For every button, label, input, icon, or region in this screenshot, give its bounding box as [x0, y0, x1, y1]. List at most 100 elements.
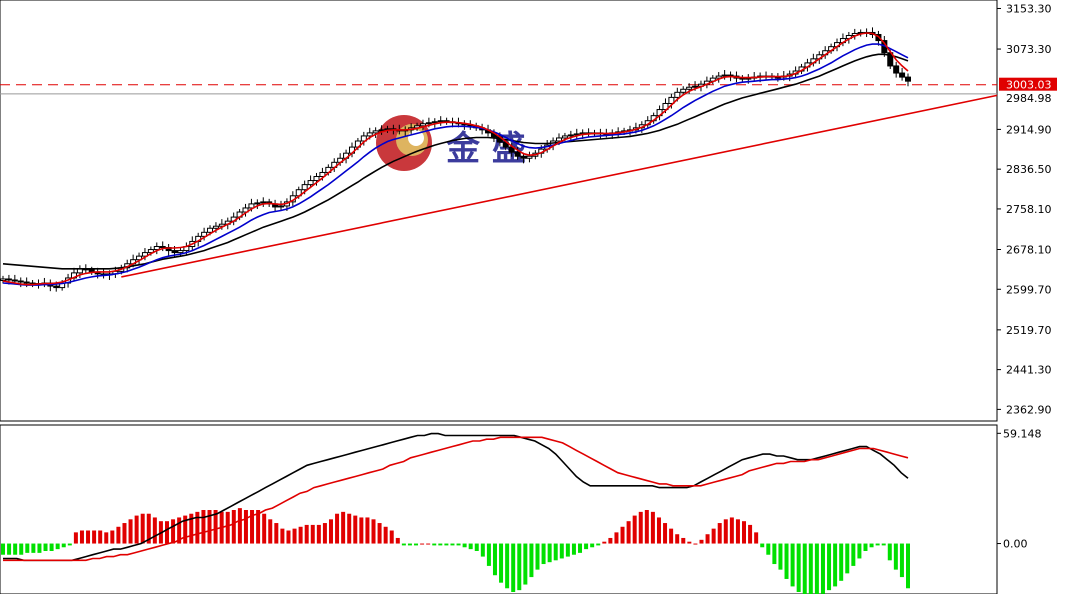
histogram-bar: [675, 534, 680, 544]
histogram-bar: [614, 532, 619, 544]
candle-body: [508, 146, 515, 153]
candle-body: [721, 74, 728, 77]
histogram-bar: [881, 543, 886, 546]
histogram-bar: [620, 526, 625, 544]
indicator-axis: 59.148 0.00: [997, 427, 1042, 551]
histogram-bar: [189, 513, 194, 544]
current-price-label: 3003.03: [1006, 79, 1052, 92]
indicator-layer: [1, 432, 910, 594]
histogram-bar: [237, 508, 242, 544]
histogram-bar: [547, 543, 552, 563]
histogram-bar: [213, 510, 218, 544]
histogram-bar: [899, 543, 904, 578]
candle-body: [573, 133, 580, 136]
histogram-bar: [590, 543, 595, 548]
candle-body: [171, 250, 178, 254]
macd-line: [3, 432, 909, 562]
histogram-bar: [462, 543, 467, 548]
candle-body: [567, 134, 574, 137]
histogram-bar: [61, 543, 66, 548]
price-tick-label: 2678.10: [1006, 244, 1052, 257]
histogram-bar: [1, 543, 5, 555]
histogram-bar: [201, 510, 206, 544]
histogram-bar: [420, 543, 425, 545]
candle-body: [301, 184, 308, 191]
histogram-bar: [13, 543, 18, 555]
histogram-bar: [280, 528, 285, 544]
candle-body: [141, 252, 148, 257]
histogram-bar: [231, 510, 236, 544]
histogram-bar: [262, 513, 267, 544]
candle-body: [5, 278, 12, 281]
histogram-bar: [37, 543, 42, 553]
histogram-bar: [705, 534, 710, 544]
histogram-bar: [92, 530, 97, 544]
histogram-bar: [341, 511, 346, 544]
histogram-bar: [128, 519, 133, 544]
histogram-bar: [140, 513, 145, 544]
candle-body: [372, 130, 379, 134]
candle-body: [893, 65, 900, 74]
candle-body: [561, 135, 568, 139]
histogram-bar: [365, 517, 370, 544]
price-tick-label: 2836.50: [1006, 163, 1052, 176]
histogram-bar: [86, 530, 91, 544]
histogram-bar: [523, 543, 528, 585]
histogram-bar: [735, 519, 740, 544]
histogram-bar: [729, 517, 734, 544]
histogram-bar: [535, 543, 540, 570]
ma-red-line: [2, 32, 909, 286]
histogram-bar: [164, 521, 169, 544]
histogram-bar: [505, 543, 510, 589]
histogram-bar: [875, 543, 880, 546]
histogram-bar: [335, 513, 340, 544]
histogram-bar: [839, 543, 844, 581]
candle-body: [905, 76, 911, 82]
histogram-bar: [517, 543, 522, 591]
histogram-bar: [511, 543, 516, 592]
candle-body: [248, 203, 255, 209]
candle-body: [556, 137, 563, 142]
histogram-bar: [742, 521, 747, 544]
histogram-bar: [152, 517, 157, 544]
candle-body: [437, 120, 444, 123]
candle-body: [419, 123, 426, 127]
candle-body: [686, 86, 693, 90]
histogram-bar: [353, 515, 358, 544]
candle-body: [526, 155, 533, 159]
candle-body: [425, 122, 432, 125]
histogram-bar: [444, 543, 449, 546]
histogram-bar: [529, 543, 534, 578]
histogram-bar: [134, 515, 139, 544]
price-tick-label: 3153.30: [1006, 2, 1052, 15]
signal-line: [3, 436, 909, 562]
price-panel-frame: [0, 0, 998, 422]
histogram-bar: [43, 543, 48, 551]
candle-body: [692, 85, 699, 88]
histogram-bar: [596, 543, 601, 546]
histogram-bar: [559, 543, 564, 559]
histogram-bar: [426, 543, 431, 545]
histogram-bar: [79, 530, 84, 544]
indicator-tick-label: 0.00: [1003, 538, 1028, 551]
histogram-bar: [25, 543, 30, 553]
candle-body: [147, 249, 154, 254]
candle-body: [23, 281, 30, 284]
histogram-bar: [110, 530, 115, 544]
histogram-bar: [432, 543, 437, 546]
price-tick-label: 2519.70: [1006, 324, 1052, 337]
histogram-bar: [814, 543, 819, 594]
candle-body: [431, 121, 438, 124]
histogram-bar: [790, 543, 795, 587]
histogram-bar: [298, 526, 303, 544]
candle-body: [53, 285, 60, 289]
candle-body: [514, 151, 521, 157]
histogram-bar: [608, 537, 613, 544]
histogram-bar: [456, 543, 461, 546]
price-tick-label: 2362.90: [1006, 403, 1052, 416]
histogram-bar: [292, 528, 297, 544]
histogram-bar: [322, 523, 327, 544]
candle-body: [313, 176, 320, 182]
histogram-bar: [663, 523, 668, 544]
histogram-bar: [450, 543, 455, 546]
